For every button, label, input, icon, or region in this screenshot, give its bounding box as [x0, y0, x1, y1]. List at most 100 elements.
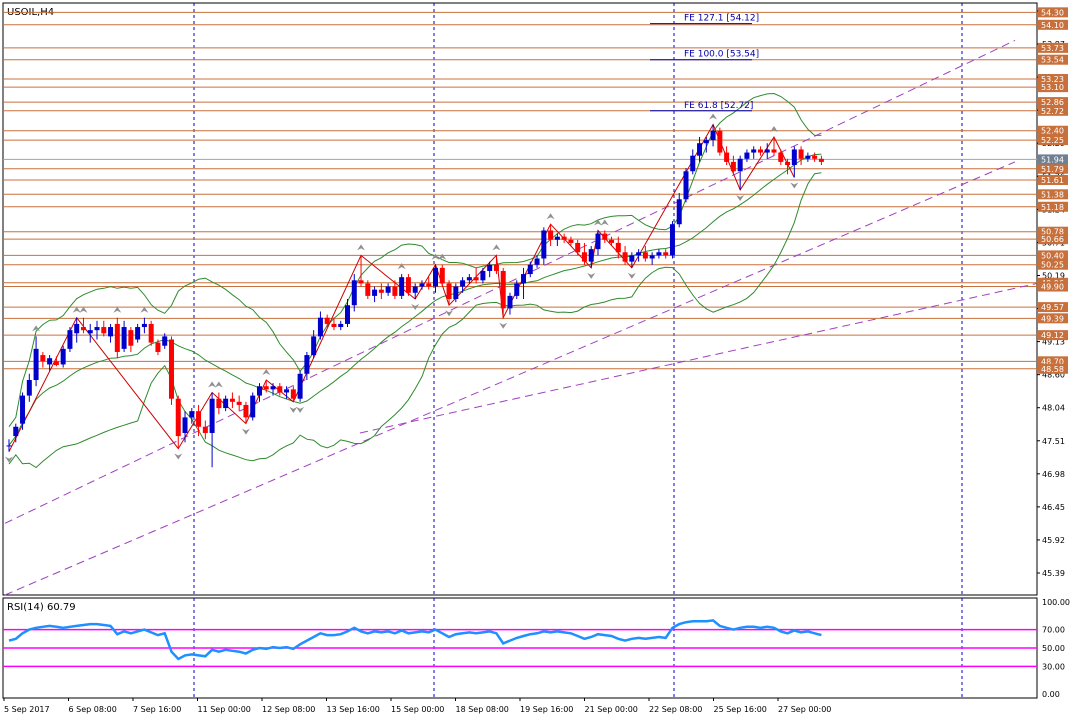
candle-body [751, 149, 757, 153]
candle-body [53, 361, 59, 366]
candle-body [317, 317, 323, 337]
fractal-down-marker [289, 406, 298, 413]
fractal-up-marker [32, 325, 41, 332]
price-tick-label: 45.92 [1042, 536, 1065, 545]
candle-body [385, 286, 391, 293]
level-label: 52.86 [1041, 98, 1064, 107]
level-label-box [1038, 363, 1068, 374]
candle-body [26, 380, 32, 396]
fractal-down-marker [411, 304, 420, 310]
candle-body [622, 252, 628, 262]
candle-body [683, 171, 689, 200]
candle-body [405, 277, 411, 293]
fractal-up-marker [72, 306, 81, 313]
bollinger-middle [8, 153, 822, 446]
candle-body [669, 224, 675, 256]
level-label-box [1038, 135, 1068, 146]
candle-body [642, 252, 648, 259]
rsi-label: RSI(14) 60.79 [7, 602, 76, 613]
candle-body [108, 327, 114, 337]
candle-body [527, 264, 533, 275]
level-label-box [1038, 259, 1068, 270]
fractal-up-marker [208, 381, 217, 388]
candle-body [581, 252, 587, 262]
candle-body [602, 233, 608, 240]
candle-body [168, 339, 174, 399]
candle-body [263, 386, 269, 390]
level-label: 50.66 [1041, 235, 1064, 244]
candle-body [229, 398, 235, 402]
candle-body [223, 398, 229, 409]
candle-body [419, 283, 425, 287]
candle-body [351, 280, 357, 306]
level-label: 53.10 [1041, 83, 1064, 92]
candle-body [141, 323, 147, 328]
level-label: 54.30 [1041, 8, 1064, 17]
level-label-box [1038, 356, 1068, 367]
level-label-box [1038, 54, 1068, 65]
candles [6, 124, 824, 468]
candle-body [101, 327, 107, 334]
level-label: 52.40 [1041, 127, 1064, 136]
candle-body [256, 386, 262, 396]
fractal-up-marker [140, 306, 149, 313]
time-tick-label: 21 Sep 00:00 [585, 705, 638, 714]
current-price-label: 51.94 [1041, 155, 1064, 164]
candle-body [568, 239, 574, 243]
fractal-up-marker [431, 253, 440, 260]
time-tick-label: 27 Sep 00:00 [778, 705, 831, 714]
candle-body [426, 283, 432, 287]
candle-body [541, 230, 547, 259]
candle-body [548, 230, 554, 240]
candle-body [500, 270, 506, 309]
price-tick-label: 48.60 [1042, 371, 1065, 380]
candle-body [703, 140, 709, 144]
rsi-tick-label: 50.00 [1042, 644, 1065, 653]
horizontal-levels [3, 11, 1037, 370]
candle-body [717, 130, 723, 153]
level-label: 48.58 [1041, 365, 1064, 374]
time-tick-label: 22 Sep 08:00 [649, 705, 702, 714]
candle-body [730, 161, 736, 172]
price-tick-label: 45.39 [1042, 569, 1065, 578]
candle-body [690, 155, 696, 172]
price-tick-label: 48.04 [1042, 404, 1065, 413]
price-tick-label: 47.51 [1042, 437, 1065, 446]
candle-body [202, 426, 208, 433]
candle-body [514, 283, 520, 296]
candle-body [67, 330, 73, 349]
time-tick-label: 11 Sep 00:00 [198, 705, 251, 714]
candle-body [487, 264, 493, 271]
candle-body [80, 327, 86, 331]
time-tick-label: 25 Sep 16:00 [714, 705, 767, 714]
fe-label: FE 61.8 [52.72] [684, 101, 753, 111]
fractal-down-marker [736, 194, 745, 201]
candle-body [812, 155, 818, 159]
time-tick-label: 13 Sep 16:00 [327, 705, 380, 714]
channel-line [4, 161, 1016, 596]
candle-body [148, 323, 154, 343]
candle-body [297, 373, 303, 399]
candle-body [588, 249, 594, 262]
candle-body [216, 398, 222, 409]
candle-body [33, 348, 39, 381]
candle-body [304, 355, 310, 374]
level-label: 51.61 [1041, 176, 1064, 185]
level-label: 50.25 [1041, 261, 1064, 270]
rsi-tick-label: 100.00 [1042, 598, 1070, 607]
candle-body [561, 236, 567, 240]
candle-body [771, 149, 777, 153]
candle-body [710, 130, 716, 141]
candle-body [189, 411, 195, 418]
rsi-line [8, 619, 822, 661]
level-label: 52.72 [1041, 107, 1064, 116]
candle-body [209, 398, 215, 433]
level-label: 49.12 [1041, 331, 1064, 340]
candle-body [764, 149, 770, 153]
candle-body [554, 236, 560, 240]
candle-body [663, 252, 669, 256]
candle-body [40, 355, 46, 362]
candle-body [162, 336, 168, 346]
